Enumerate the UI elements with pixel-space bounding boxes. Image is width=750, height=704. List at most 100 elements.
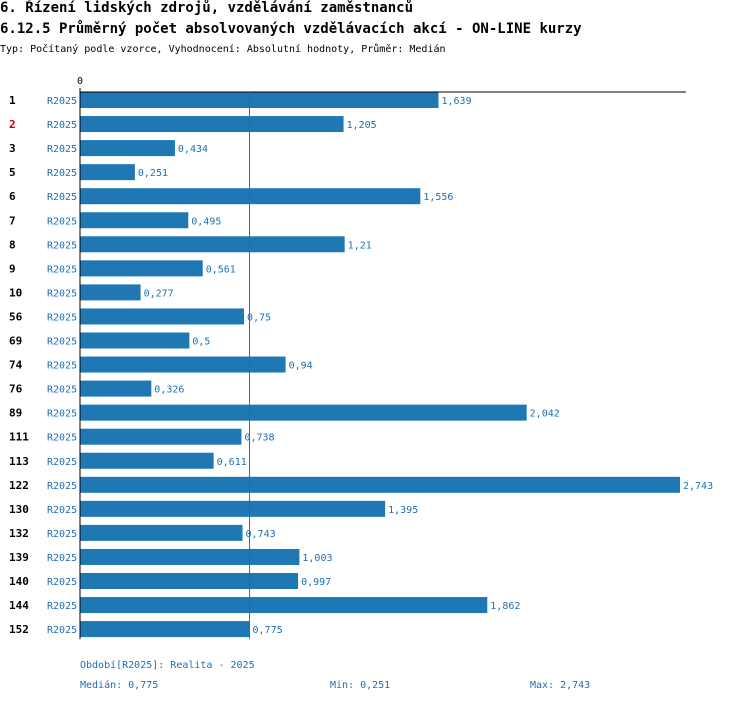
value-label: 1,003 xyxy=(302,553,332,564)
value-label: 0,434 xyxy=(178,144,208,155)
category-label: 89 xyxy=(9,407,22,420)
value-label: 0,277 xyxy=(144,288,174,299)
bar xyxy=(80,284,141,301)
category-label: 2 xyxy=(9,118,16,131)
category-label: 1 xyxy=(9,94,16,107)
bar xyxy=(80,476,680,493)
chart-title: 6.12.5 Průměrný počet absolvovaných vzdě… xyxy=(0,21,582,37)
series-label: R2025 xyxy=(47,361,77,372)
category-label: 140 xyxy=(9,575,29,588)
category-label: 111 xyxy=(9,431,29,444)
value-label: 0,251 xyxy=(138,168,168,179)
series-label: R2025 xyxy=(47,505,77,516)
series-label: R2025 xyxy=(47,264,77,275)
bar xyxy=(80,188,421,205)
value-label: 0,738 xyxy=(244,433,274,444)
category-label: 9 xyxy=(9,262,16,275)
bar xyxy=(80,164,135,181)
footer-min: Min: 0,251 xyxy=(330,680,391,691)
value-label: 1,205 xyxy=(347,120,377,131)
page-title: 6. Řízení lidských zdrojů, vzdělávání za… xyxy=(0,0,414,16)
category-label: 69 xyxy=(9,335,22,348)
series-label: R2025 xyxy=(47,288,77,299)
series-label: R2025 xyxy=(47,120,77,131)
category-label: 139 xyxy=(9,551,29,564)
value-label: 1,639 xyxy=(442,96,472,107)
series-label: R2025 xyxy=(47,312,77,323)
series-label: R2025 xyxy=(47,409,77,420)
value-label: 0,5 xyxy=(192,337,210,348)
value-label: 0,775 xyxy=(253,625,283,636)
value-label: 0,611 xyxy=(217,457,247,468)
bar xyxy=(80,500,386,517)
series-label: R2025 xyxy=(47,625,77,636)
footer-median: Medián: 0,775 xyxy=(80,680,159,691)
series-label: R2025 xyxy=(47,577,77,588)
category-label: 144 xyxy=(9,599,29,612)
bar xyxy=(80,92,439,108)
value-label: 1,556 xyxy=(423,192,453,203)
series-label: R2025 xyxy=(47,240,77,251)
category-label: 3 xyxy=(9,142,16,155)
bar xyxy=(80,621,250,638)
series-label: R2025 xyxy=(47,481,77,492)
category-label: 5 xyxy=(9,166,16,179)
value-label: 1,395 xyxy=(388,505,418,516)
series-label: R2025 xyxy=(47,553,77,564)
bar xyxy=(80,308,245,325)
category-label: 10 xyxy=(9,286,22,299)
category-label: 130 xyxy=(9,503,29,516)
category-label: 152 xyxy=(9,623,29,636)
bar xyxy=(80,548,300,565)
bar xyxy=(80,380,152,397)
footer-period: Období[R2025]: Realita - 2025 xyxy=(80,660,255,671)
bar xyxy=(80,573,299,589)
series-label: R2025 xyxy=(47,529,77,540)
bar xyxy=(80,140,175,157)
bar xyxy=(80,452,214,469)
value-label: 2,042 xyxy=(530,409,560,420)
bar xyxy=(80,428,242,445)
category-label: 56 xyxy=(9,310,23,323)
chart-type-info: Typ: Počítaný podle vzorce, Vyhodnocení:… xyxy=(0,44,446,55)
value-label: 0,561 xyxy=(206,264,236,275)
series-label: R2025 xyxy=(47,433,77,444)
bar xyxy=(80,597,488,614)
bar xyxy=(80,260,203,277)
value-label: 2,743 xyxy=(683,481,713,492)
footer-max: Max: 2,743 xyxy=(530,680,591,691)
series-label: R2025 xyxy=(47,96,77,107)
value-label: 0,94 xyxy=(289,361,313,372)
bar xyxy=(80,404,527,421)
category-label: 113 xyxy=(9,455,29,468)
bar xyxy=(80,524,243,541)
bar xyxy=(80,332,190,349)
value-label: 0,997 xyxy=(301,577,331,588)
category-label: 76 xyxy=(9,383,23,396)
series-label: R2025 xyxy=(47,457,77,468)
category-label: 122 xyxy=(9,479,29,492)
value-label: 0,743 xyxy=(246,529,276,540)
category-label: 8 xyxy=(9,238,16,251)
bar xyxy=(80,212,189,229)
category-label: 6 xyxy=(9,190,16,203)
series-label: R2025 xyxy=(47,601,77,612)
value-label: 0,75 xyxy=(247,312,271,323)
axis-zero-label: 0 xyxy=(77,76,83,87)
series-label: R2025 xyxy=(47,337,77,348)
series-label: R2025 xyxy=(47,144,77,155)
category-label: 74 xyxy=(9,359,23,372)
series-label: R2025 xyxy=(47,192,77,203)
category-label: 132 xyxy=(9,527,29,540)
bar xyxy=(80,236,345,253)
series-label: R2025 xyxy=(47,168,77,179)
category-label: 7 xyxy=(9,214,16,227)
series-label: R2025 xyxy=(47,385,77,396)
series-label: R2025 xyxy=(47,216,77,227)
bar xyxy=(80,356,286,373)
bar-chart: 0 1 R2025 1,639 2 R2025 1,205 3 R2025 0,434 5 R2025… xyxy=(9,76,713,640)
value-label: 0,326 xyxy=(154,385,184,396)
value-label: 1,862 xyxy=(490,601,520,612)
value-label: 1,21 xyxy=(348,240,372,251)
bar xyxy=(80,116,344,133)
